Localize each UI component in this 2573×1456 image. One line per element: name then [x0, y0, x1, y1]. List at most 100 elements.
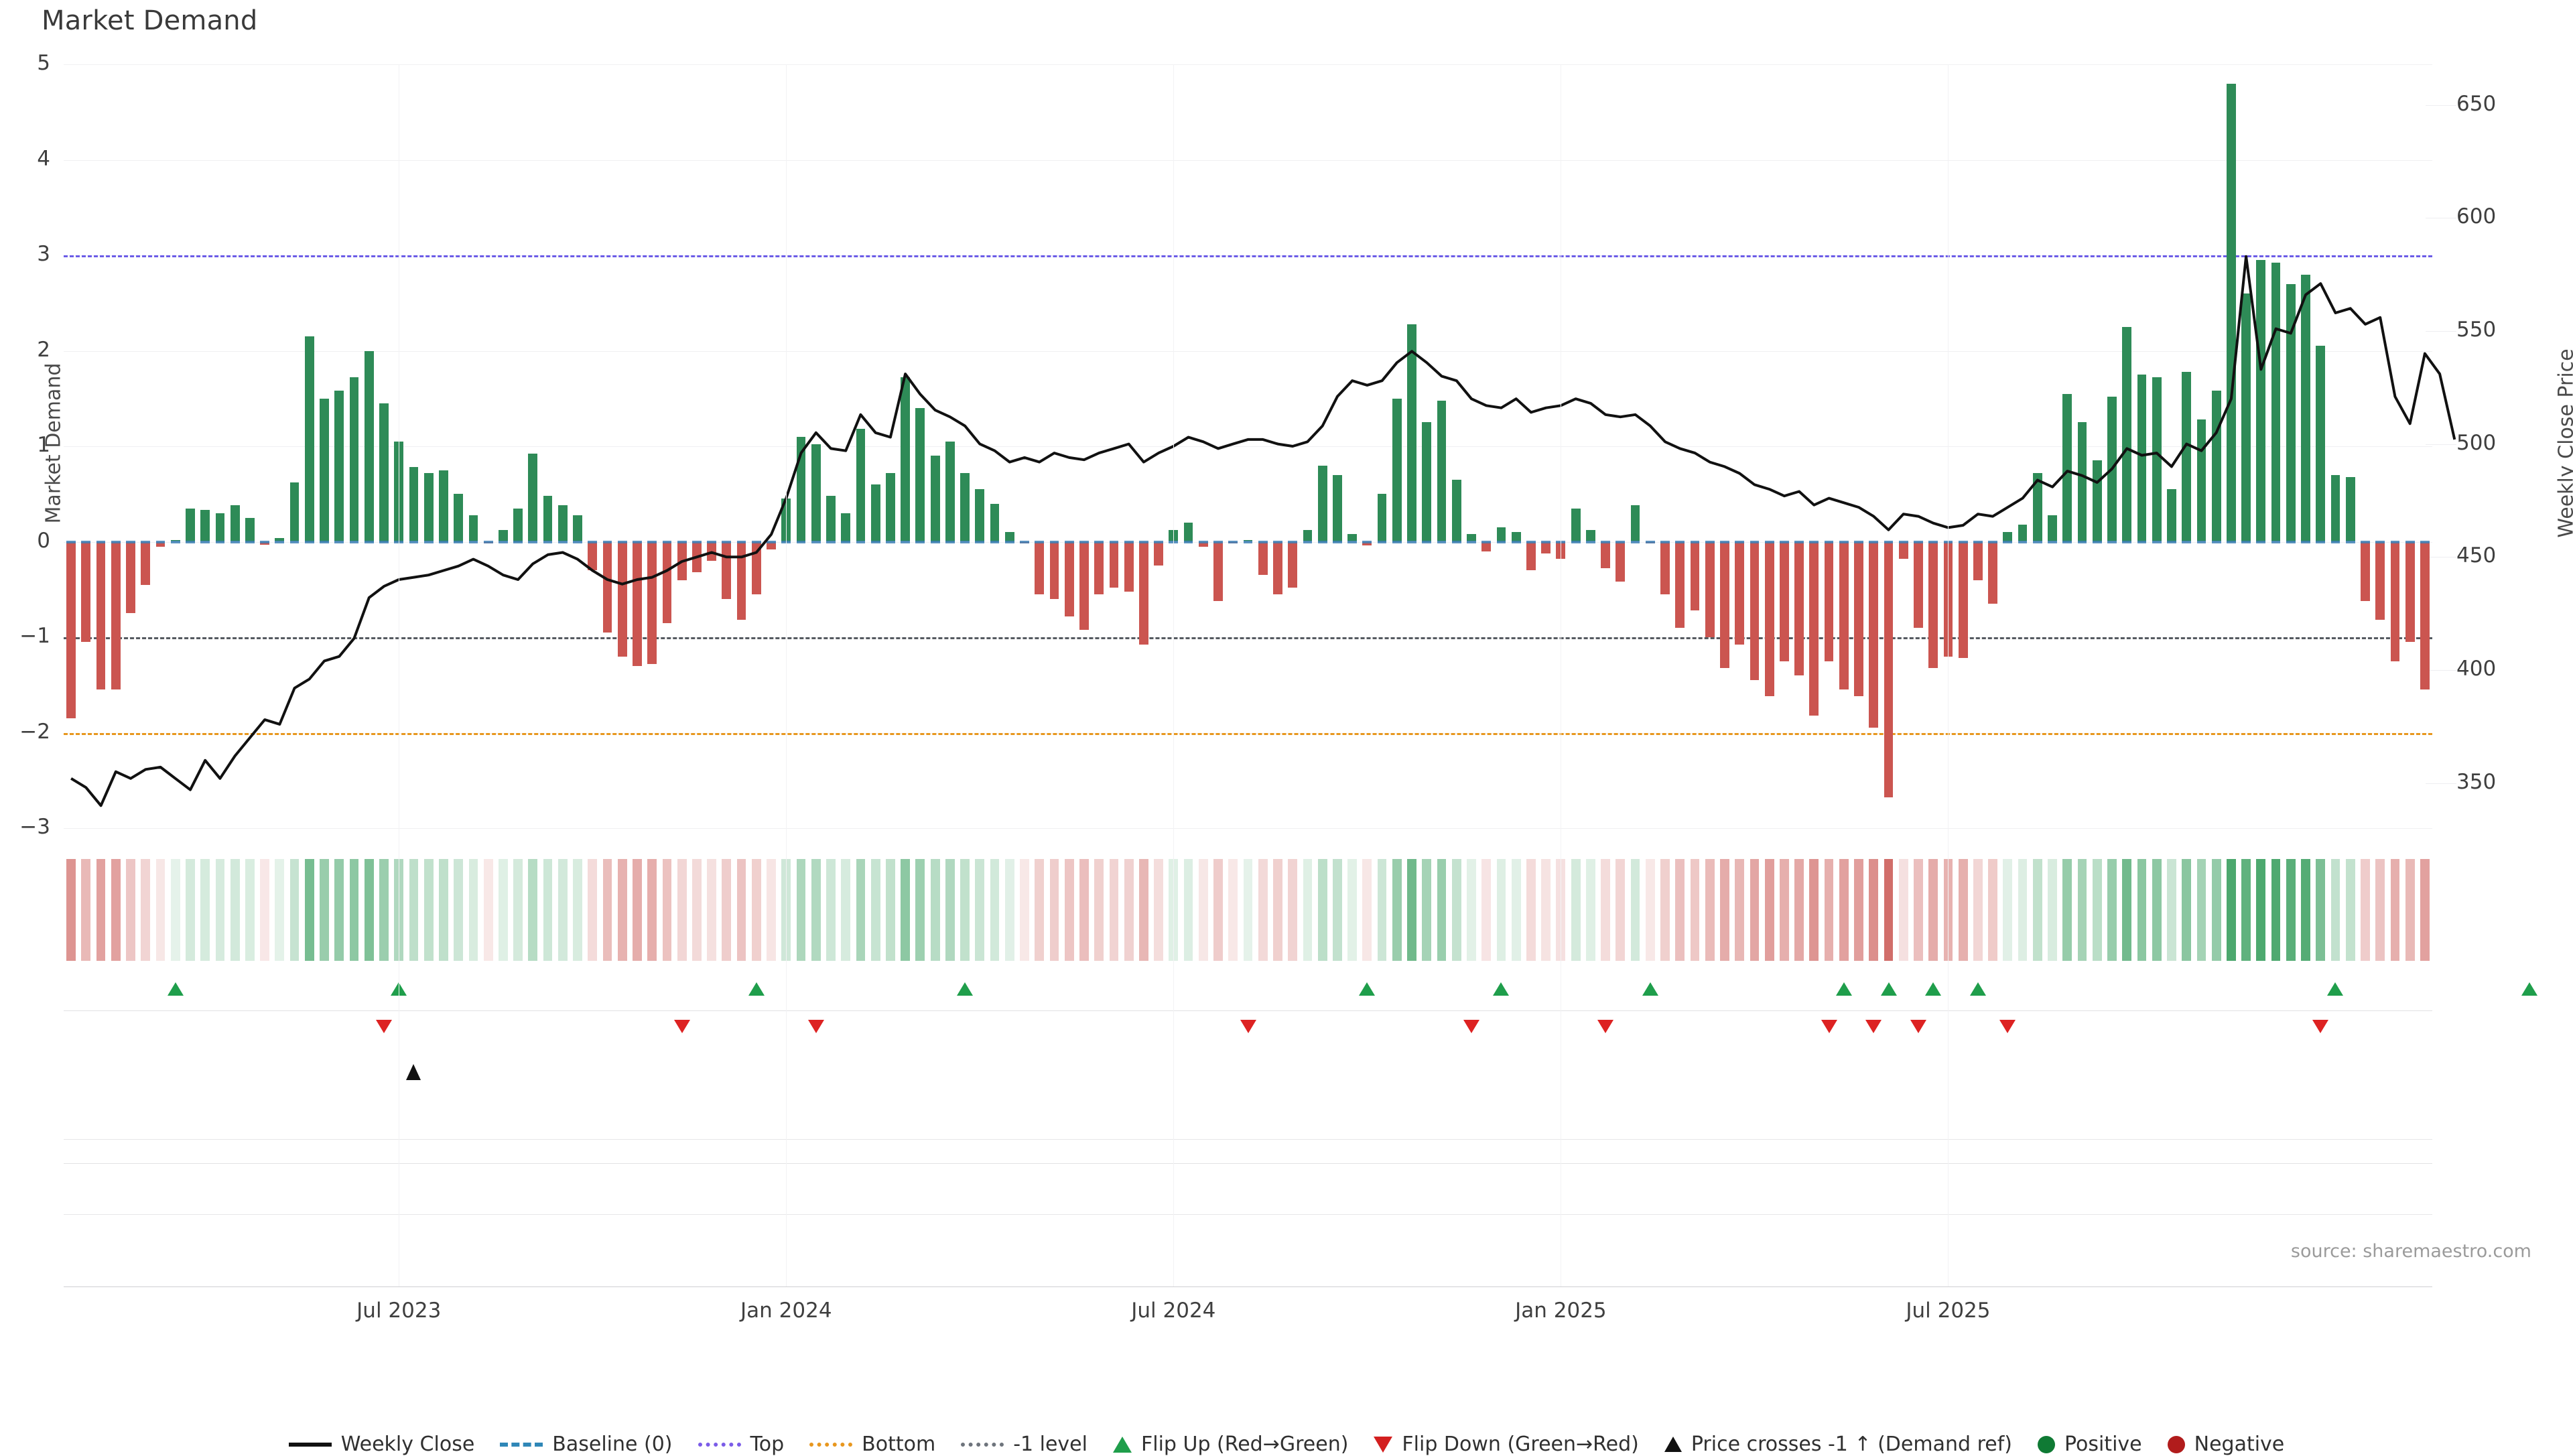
heatmap-cell — [171, 859, 180, 961]
legend-item[interactable]: Positive — [2038, 1433, 2142, 1456]
heatmap-cell — [603, 859, 612, 961]
heatmap-cell — [2048, 859, 2057, 961]
heatmap-cell — [1765, 859, 1774, 961]
heatmap-cell — [1914, 859, 1923, 961]
heatmap-cell — [915, 859, 925, 961]
heatmap-cell — [1094, 859, 1104, 961]
heatmap-cell — [1809, 859, 1819, 961]
triangle-up-black-icon — [1664, 1437, 1682, 1452]
heatmap-cell — [871, 859, 880, 961]
legend-item[interactable]: -1 level — [961, 1433, 1087, 1456]
legend-item[interactable]: Flip Up (Red→Green) — [1113, 1433, 1348, 1456]
flip-down-marker — [2312, 1020, 2328, 1033]
legend-item[interactable]: Flip Down (Green→Red) — [1374, 1433, 1638, 1456]
heatmap-cell — [216, 859, 225, 961]
heatmap-cell — [1720, 859, 1729, 961]
heatmap-cell — [1973, 859, 1983, 961]
heatmap-cell — [2062, 859, 2072, 961]
heatmap-cell — [1213, 859, 1223, 961]
dot-red-icon — [2168, 1436, 2185, 1453]
flip-down-marker — [1999, 1020, 2016, 1033]
x-gridline — [1173, 64, 1174, 1286]
heatmap-cell — [1184, 859, 1193, 961]
heatmap-cell — [1333, 859, 1342, 961]
flip-up-marker — [168, 982, 184, 996]
heatmap-cell — [1378, 859, 1387, 961]
heatmap-cell — [2286, 859, 2296, 961]
heatmap-cell — [1735, 859, 1744, 961]
heatmap-cell — [558, 859, 568, 961]
heatmap-cell — [1347, 859, 1357, 961]
heatmap-cell — [2003, 859, 2012, 961]
heatmap-cell — [1869, 859, 1878, 961]
heatmap-cell — [81, 859, 90, 961]
legend-label: Weekly Close — [341, 1433, 475, 1456]
legend-label: Bottom — [862, 1433, 935, 1456]
price-cross-marker — [406, 1064, 421, 1080]
heatmap-cell — [2197, 859, 2206, 961]
legend-item[interactable]: Weekly Close — [289, 1433, 475, 1456]
heatmap-cell — [1988, 859, 1997, 961]
heatmap-cell — [365, 859, 374, 961]
heatmap-cell — [2078, 859, 2087, 961]
heatmap-cell — [1228, 859, 1238, 961]
heatmap-cell — [2256, 859, 2265, 961]
heatmap-cell — [618, 859, 627, 961]
heatmap-cell — [1154, 859, 1163, 961]
legend-label: Flip Up (Red→Green) — [1141, 1433, 1348, 1456]
heatmap-cell — [320, 859, 329, 961]
heatmap-cell — [96, 859, 106, 961]
heatmap-cell — [1318, 859, 1327, 961]
heatmap-cell — [2241, 859, 2251, 961]
heatmap-cell — [647, 859, 657, 961]
heatmap-cell — [856, 859, 866, 961]
x-axis-tick: Jul 2024 — [1131, 1299, 1215, 1323]
flip-up-marker — [1836, 982, 1852, 996]
heatmap-cell — [1124, 859, 1134, 961]
heatmap-cell — [1631, 859, 1640, 961]
heatmap-cell — [1601, 859, 1610, 961]
heatmap-cell — [752, 859, 761, 961]
heatmap-cell — [1288, 859, 1297, 961]
legend-item[interactable]: Bottom — [809, 1433, 935, 1456]
heatmap-cell — [1615, 859, 1625, 961]
heatmap-cell — [2405, 859, 2415, 961]
legend-label: Price crosses -1 ↑ (Demand ref) — [1691, 1433, 2012, 1456]
heatmap-cell — [1675, 859, 1685, 961]
heatmap-cell — [1794, 859, 1804, 961]
flip-down-marker — [376, 1020, 392, 1033]
heatmap-cell — [1899, 859, 1908, 961]
legend-item[interactable]: Negative — [2168, 1433, 2285, 1456]
x-gridline — [786, 64, 787, 1286]
heatmap-cell — [1750, 859, 1760, 961]
legend-item[interactable]: Baseline (0) — [500, 1433, 672, 1456]
heatmap-cell — [305, 859, 314, 961]
x-axis-line — [64, 1286, 2432, 1287]
heatmap-cell — [2420, 859, 2430, 961]
heatmap-cell — [1541, 859, 1551, 961]
heatmap-cell — [2316, 859, 2325, 961]
heatmap-cell — [1705, 859, 1715, 961]
legend-item[interactable]: Top — [698, 1433, 785, 1456]
heatmap-cell — [960, 859, 970, 961]
heatmap-cell — [975, 859, 984, 961]
heatmap-cell — [826, 859, 836, 961]
heatmap-cell — [1020, 859, 1029, 961]
flip-down-marker — [1240, 1020, 1256, 1033]
heatmap-cell — [1392, 859, 1402, 961]
heatmap-cell — [1660, 859, 1670, 961]
chart-legend: Weekly Close Baseline (0) Top Bottom -1 leve… — [0, 1433, 2573, 1456]
heatmap-cell — [931, 859, 940, 961]
heatmap-cell — [841, 859, 850, 961]
heatmap-cell — [692, 859, 702, 961]
heatmap-cell — [2391, 859, 2400, 961]
legend-item[interactable]: Price crosses -1 ↑ (Demand ref) — [1664, 1433, 2012, 1456]
flip-up-marker — [1881, 982, 1897, 996]
flip-down-marker — [1463, 1020, 1479, 1033]
heatmap-cell — [126, 859, 135, 961]
flip-up-marker — [1493, 982, 1509, 996]
heatmap-cell — [469, 859, 478, 961]
x-axis-tick: Jan 2024 — [740, 1299, 832, 1323]
heatmap-cell — [2018, 859, 2028, 961]
